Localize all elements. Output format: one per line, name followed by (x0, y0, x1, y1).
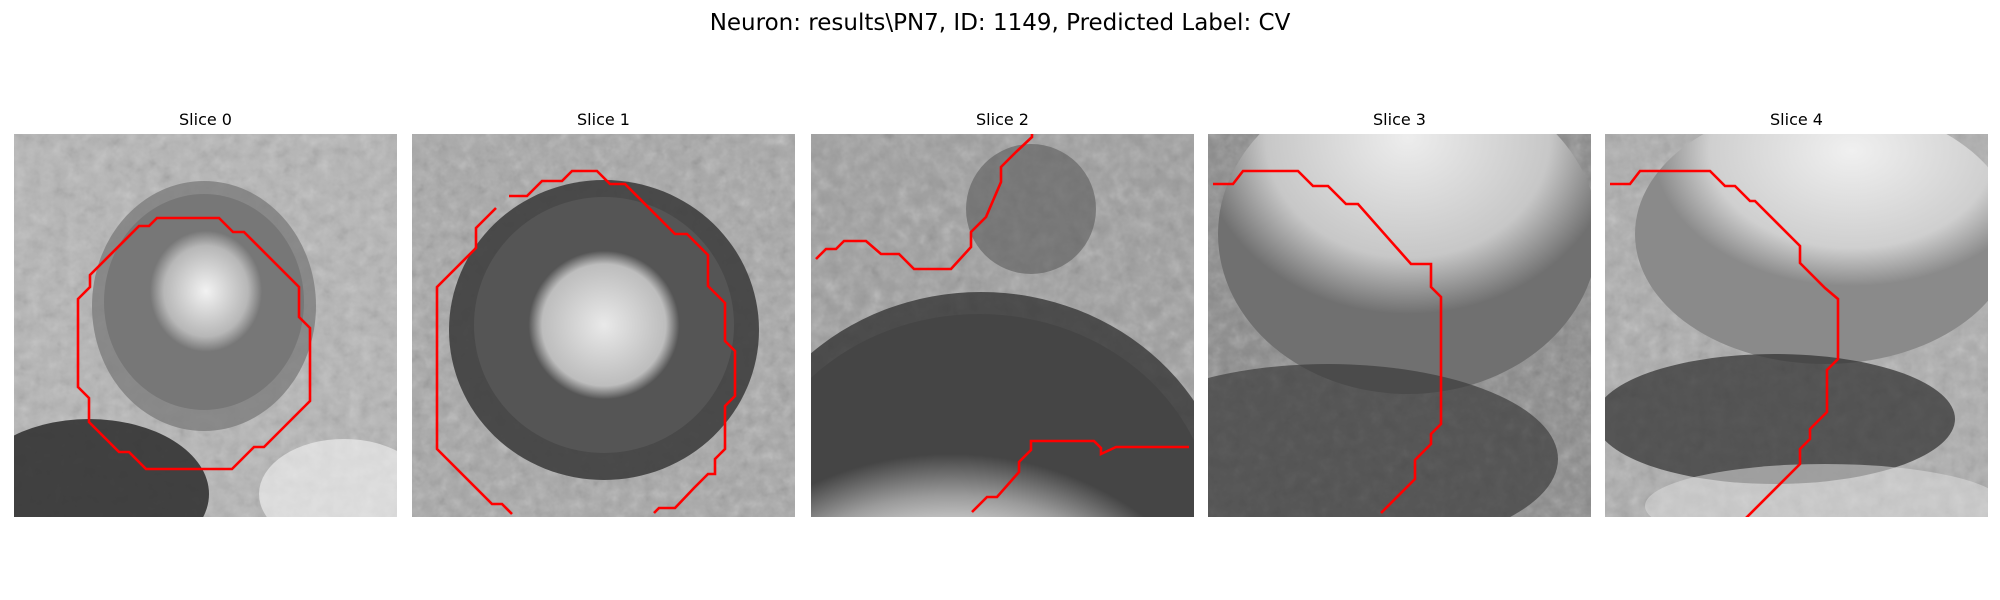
slice-title: Slice 4 (1770, 110, 1823, 129)
slice-image (1605, 134, 1988, 517)
slice-panel-0: Slice 0 (14, 106, 397, 526)
neuron-contour (815, 134, 1034, 271)
slice-title: Slice 3 (1373, 110, 1426, 129)
slice-image (1208, 134, 1591, 517)
slice-panel-4: Slice 4 (1605, 106, 1988, 526)
figure-title: Neuron: results\PN7, ID: 1149, Predicted… (709, 10, 1291, 36)
slice-panel-3: Slice 3 (1208, 106, 1591, 526)
slice-panel-1: Slice 1 (412, 106, 795, 526)
neuron-contour (1610, 169, 1840, 517)
slice-title: Slice 1 (577, 110, 630, 129)
slice-image (14, 134, 397, 517)
slice-panel-2: Slice 2 (811, 106, 1194, 526)
slice-title: Slice 2 (976, 110, 1029, 129)
neuron-contour (971, 439, 1189, 513)
slice-image (412, 134, 795, 517)
neuron-contour (435, 207, 513, 515)
neuron-contour (509, 169, 737, 514)
slice-title: Slice 0 (179, 110, 232, 129)
neuron-contour (76, 216, 312, 471)
neuron-contour (1213, 169, 1443, 514)
slice-image (811, 134, 1194, 517)
